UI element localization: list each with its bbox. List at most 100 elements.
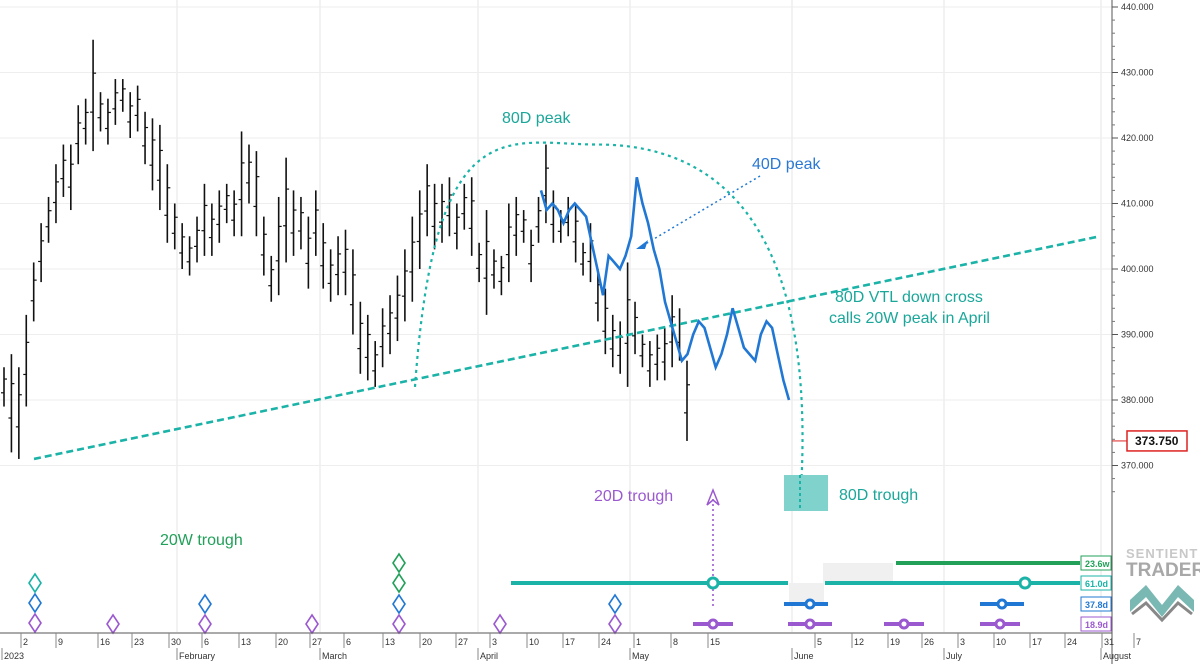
trough-diamond [28,612,42,634]
cycle-period-box [1080,616,1112,632]
vtl-80d-line [33,234,1101,461]
cycle-marker [898,618,910,630]
cycle-period-label: 37.8d [1085,600,1108,610]
cycle-band [789,583,824,603]
trough-diamond [608,593,622,615]
annotation-40d-peak: 40D peak [752,156,821,173]
trough-diamond [198,613,212,635]
cycle-panel: 23.6w 61.0d 37.8d 18.9d [28,552,1112,635]
cycle-period-box [1080,596,1112,612]
date-tick-label: 24 [1067,637,1077,647]
date-tick-label: 23 [134,637,144,647]
trough-diamond [392,593,406,615]
date-tick-label: 13 [241,637,251,647]
watermark-sentient: SENTIENT [1126,546,1198,561]
date-tick-label: 15 [710,637,720,647]
logo-wave-icon [1130,585,1194,617]
price-tick-label: 400.000 [1121,264,1154,274]
price-bars [1,39,690,459]
projection-40d-line [539,177,791,401]
price-tick-label: 430.000 [1121,68,1154,78]
date-tick-label: 16 [100,637,110,647]
cycle-marker [1018,576,1032,590]
date-tick-label: 27 [458,637,468,647]
last-price-label: 373.750 [1135,434,1179,448]
price-tick-label: 370.000 [1121,461,1154,471]
trough-diamond [493,613,507,635]
date-tick-label: 24 [601,637,611,647]
month-label: June [794,651,814,661]
date-tick-label: 26 [924,637,934,647]
month-label: February [179,651,216,661]
month-label: April [480,651,498,661]
annotation-vtl-cross: 80D VTL down cross [835,289,983,306]
date-tick-label: 27 [312,637,322,647]
date-tick-label: 17 [1032,637,1042,647]
month-label: 2023 [4,651,24,661]
annotations: 80D peak 40D peak 80D VTL down cross cal… [160,110,1200,581]
date-tick-label: 1 [636,637,641,647]
date-tick-label: 5 [817,637,822,647]
trough-diamond [392,613,406,635]
trough-diamond [392,572,406,594]
cycle-marker [707,618,719,630]
cycle-marker [804,618,816,630]
date-tick-label: 10 [529,637,539,647]
month-label: August [1103,651,1132,661]
logo-wave-icon [1131,600,1193,623]
annotation-80d-trough: 80D trough [839,487,918,504]
annotation-20w-trough: 20W trough [160,532,243,549]
trough-diamond [608,613,622,635]
cycle-period-label: 61.0d [1085,579,1108,589]
cycle-marker [994,618,1006,630]
month-label: March [322,651,347,661]
price-tick-label: 420.000 [1121,133,1154,143]
arrow-40d-peak-head [636,240,648,249]
trough-diamond [305,613,319,635]
annotation-vtl-cross-2: calls 20W peak in April [829,310,990,327]
arrow-20d-trough-head [706,487,720,506]
date-tick-label: 17 [565,637,575,647]
trough-diamond [106,613,120,635]
date-tick-label: 31 [1104,637,1114,647]
cycle-overlays [33,141,1101,606]
date-tick-label: 3 [960,637,965,647]
annotation-20d-trough: 20D trough [594,488,673,505]
date-tick-label: 9 [58,637,63,647]
date-tick-label: 20 [422,637,432,647]
date-tick-label: 8 [673,637,678,647]
annotation-80d-peak: 80D peak [502,110,571,127]
trough-80d-box [784,475,828,511]
cycle-marker [804,598,816,610]
trough-diamond [198,593,212,615]
cycle-marker [706,576,720,590]
trough-diamond [28,572,42,594]
date-tick-label: 13 [385,637,395,647]
date-tick-label: 6 [204,637,209,647]
cycle-arc-80d [413,141,804,505]
cycle-marker [996,598,1008,610]
arrow-40d-peak [641,175,761,247]
cycle-period-label: 23.6w [1085,559,1111,569]
date-tick-label: 3 [492,637,497,647]
trough-diamond [392,552,406,574]
date-tick-label: 10 [996,637,1006,647]
watermark-trader: TRADER [1126,560,1200,581]
cycle-period-box [1080,575,1112,591]
month-label: May [632,651,650,661]
month-label: July [946,651,963,661]
date-tick-label: 30 [171,637,181,647]
cycle-band [823,563,893,583]
date-tick-label: 2 [23,637,28,647]
date-tick-label: 6 [346,637,351,647]
date-tick-label: 12 [854,637,864,647]
price-tick-label: 380.000 [1121,395,1154,405]
price-tick-label: 390.000 [1121,330,1154,340]
last-price-box [1126,430,1188,452]
date-tick-label: 7 [1136,637,1141,647]
gridlines [0,0,1112,632]
date-tick-label: 20 [278,637,288,647]
cycle-period-box [1080,555,1112,571]
